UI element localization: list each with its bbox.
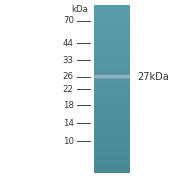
Text: 44: 44 — [63, 39, 74, 48]
Text: 70: 70 — [63, 16, 74, 25]
Text: 26: 26 — [63, 72, 74, 81]
Text: 18: 18 — [63, 101, 74, 110]
Text: 10: 10 — [63, 137, 74, 146]
Text: 14: 14 — [63, 119, 74, 128]
Text: kDa: kDa — [71, 5, 88, 14]
Text: 27kDa: 27kDa — [137, 72, 168, 82]
Text: 22: 22 — [63, 85, 74, 94]
Text: 33: 33 — [63, 56, 74, 65]
